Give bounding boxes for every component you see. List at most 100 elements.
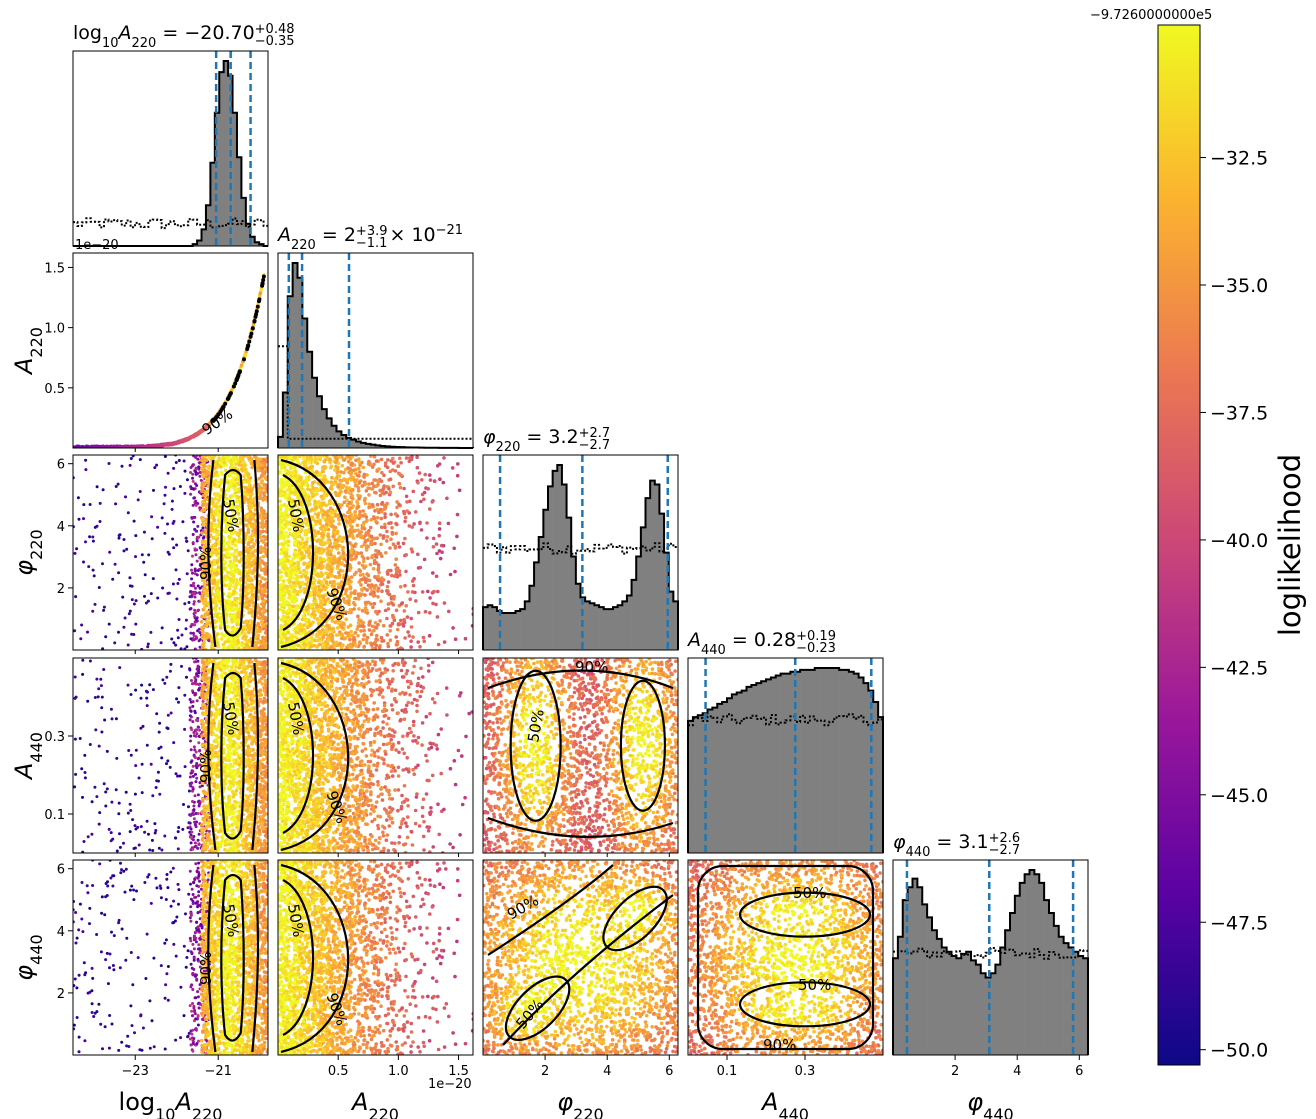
- scatter-point: [82, 503, 86, 507]
- scatter-point: [382, 503, 387, 508]
- scatter-point: [236, 373, 241, 378]
- scatter-point: [327, 633, 332, 638]
- scatter-point: [193, 515, 197, 519]
- scatter-point: [244, 619, 249, 623]
- scatter-point: [261, 278, 266, 282]
- scatter-point: [199, 429, 203, 434]
- scatter-point: [389, 568, 393, 573]
- hist-bar: [980, 973, 986, 1055]
- prior-line: [893, 947, 1088, 960]
- scatter-point: [170, 507, 174, 511]
- scatter-point: [145, 444, 149, 448]
- scatter-point: [408, 597, 413, 601]
- scatter-point: [241, 480, 246, 484]
- scatter-point: [190, 568, 193, 572]
- panel-title-minus: −2.7: [579, 438, 611, 453]
- hist-bar: [1049, 913, 1055, 1055]
- hist-bar: [594, 605, 600, 650]
- scatter-point: [243, 580, 248, 585]
- scatter-point: [425, 521, 429, 525]
- scatter-point: [431, 536, 436, 541]
- scatter-point: [222, 583, 226, 588]
- scatter-point: [248, 627, 252, 631]
- scatter-point: [256, 605, 261, 610]
- scatter-point: [372, 462, 376, 467]
- scatter-point: [370, 503, 375, 507]
- scatter-point: [219, 487, 224, 492]
- scatter-point: [223, 640, 228, 644]
- scatter-point: [159, 641, 163, 645]
- scatter-point: [344, 617, 349, 622]
- scatter-point: [397, 545, 402, 549]
- scatter-point: [202, 463, 207, 468]
- contour-label: 50%: [219, 498, 243, 534]
- scatter-point: [247, 570, 252, 574]
- scatter-point: [193, 614, 197, 618]
- scatter-point: [247, 481, 251, 485]
- scatter-point: [260, 548, 265, 552]
- scatter-point: [183, 602, 187, 606]
- hist-bar: [946, 951, 952, 1055]
- scatter-point: [298, 500, 303, 504]
- scatter-point: [193, 595, 197, 599]
- scatter-point: [230, 514, 235, 518]
- scatter-point: [375, 633, 379, 638]
- scatter-point: [171, 582, 175, 586]
- scatter-point: [324, 571, 328, 575]
- scatter-point: [265, 542, 268, 546]
- scatter-point: [261, 583, 266, 587]
- scatter-point: [398, 456, 402, 461]
- hist-bar: [1078, 956, 1084, 1055]
- hist-bar: [1053, 925, 1060, 1055]
- hist-bar: [380, 445, 386, 448]
- scatter-point: [379, 516, 384, 521]
- scatter-point: [315, 457, 319, 462]
- scatter-point: [362, 542, 367, 547]
- scatter-point: [238, 459, 243, 464]
- scatter-point: [214, 547, 218, 552]
- scatter-point: [232, 603, 237, 607]
- scatter-point: [319, 561, 324, 565]
- scatter-point: [425, 536, 429, 540]
- scatter-point: [187, 601, 191, 604]
- scatter-point: [226, 547, 231, 552]
- scatter-point: [97, 586, 101, 589]
- scatter-point: [156, 525, 160, 529]
- scatter-point: [416, 640, 421, 644]
- scatter-point: [405, 509, 410, 513]
- scatter-point: [407, 524, 412, 528]
- scatter-point: [108, 550, 112, 554]
- scatter-point: [174, 643, 178, 647]
- scatter-point: [264, 594, 268, 599]
- scatter-point: [230, 608, 234, 612]
- scatter-point: [191, 463, 195, 467]
- hist-bar: [659, 513, 665, 650]
- scatter-point: [224, 501, 229, 506]
- scatter-point: [326, 609, 331, 613]
- scatter-point: [239, 363, 244, 367]
- scatter-point: [201, 536, 205, 540]
- scatter-point: [223, 530, 228, 534]
- scatter-point: [347, 610, 351, 615]
- scatter-point: [204, 458, 209, 462]
- scatter-point: [95, 485, 99, 489]
- hist-bar: [1063, 943, 1069, 1055]
- scatter-point: [98, 520, 102, 523]
- scatter-point: [261, 554, 266, 559]
- scatter-point: [367, 482, 371, 486]
- scatter-point: [379, 635, 384, 640]
- hist-bar: [575, 583, 581, 650]
- scatter-point: [362, 628, 367, 633]
- scatter-point: [442, 601, 447, 605]
- scatter-point: [73, 551, 77, 555]
- scatter-point: [190, 577, 194, 581]
- scatter-point: [205, 473, 209, 477]
- scatter-point: [133, 445, 137, 448]
- scatter-point: [156, 596, 160, 600]
- scatter-point: [118, 444, 122, 448]
- scatter-point: [362, 633, 366, 638]
- scatter-point: [155, 463, 159, 467]
- scatter-point: [189, 590, 193, 593]
- scatter-point: [198, 631, 202, 635]
- scatter-point: [357, 470, 362, 474]
